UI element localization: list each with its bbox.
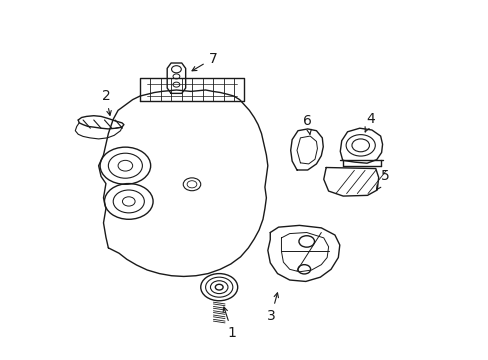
Text: 6: 6 [303, 114, 311, 134]
Text: 4: 4 [365, 112, 374, 132]
Text: 7: 7 [192, 51, 217, 71]
Text: 2: 2 [102, 89, 111, 115]
Text: 3: 3 [266, 293, 278, 323]
Text: 1: 1 [223, 307, 236, 340]
Text: 5: 5 [376, 170, 389, 190]
